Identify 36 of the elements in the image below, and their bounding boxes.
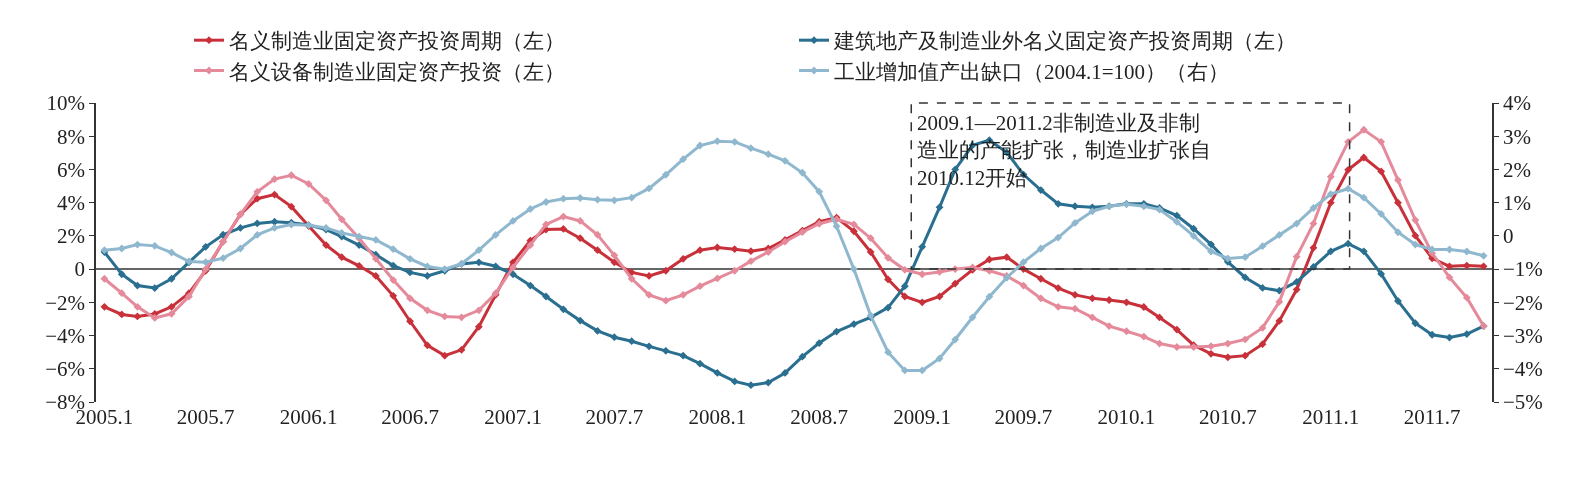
y-tick-label: 0 xyxy=(74,257,86,282)
y-tick-label: −4% xyxy=(45,323,86,348)
y-tick-label: −2% xyxy=(45,290,86,315)
y2-tick-label: −4% xyxy=(1502,357,1543,382)
y2-tick-label: −3% xyxy=(1502,323,1543,348)
x-tick-label: 2006.7 xyxy=(381,405,439,429)
y-tick-label: 2% xyxy=(57,224,86,249)
y2-tick-label: 1% xyxy=(1502,191,1531,216)
y-tick-label: −6% xyxy=(45,357,86,382)
x-tick-label: 2008.1 xyxy=(688,405,747,429)
y2-tick-label: −2% xyxy=(1502,290,1543,315)
y-tick-label: 6% xyxy=(57,157,86,182)
y2-tick-label: −1% xyxy=(1502,257,1543,282)
x-tick-label: 2011.1 xyxy=(1302,405,1360,429)
x-tick-label: 2006.1 xyxy=(279,405,338,429)
x-tick-label: 2009.7 xyxy=(994,405,1053,429)
legend-label: 名义设备制造业固定资产投资（左） xyxy=(229,59,565,84)
y2-tick-label: 4% xyxy=(1502,91,1531,116)
x-tick-label: 2007.7 xyxy=(585,405,644,429)
legend-label: 名义制造业固定资产投资周期（左） xyxy=(229,29,565,54)
y2-tick-label: 0 xyxy=(1502,224,1514,249)
x-tick-label: 2011.7 xyxy=(1403,405,1461,429)
y-tick-label: 10% xyxy=(46,91,86,116)
legend-label: 建筑地产及制造业外名义固定资产投资周期（左） xyxy=(833,29,1296,54)
x-tick-label: 2008.7 xyxy=(790,405,849,429)
y-tick-label: 8% xyxy=(57,124,86,149)
y2-tick-label: −5% xyxy=(1502,390,1543,415)
x-tick-label: 2005.7 xyxy=(176,405,235,429)
legend-label: 工业增加值产出缺口（2004.1=100）（右） xyxy=(834,59,1230,84)
y-tick-label: 4% xyxy=(57,191,86,216)
x-tick-label: 2010.1 xyxy=(1097,405,1156,429)
x-tick-label: 2007.1 xyxy=(484,405,542,429)
y2-tick-label: 2% xyxy=(1502,157,1531,182)
x-tick-label: 2009.1 xyxy=(893,405,952,429)
y2-tick-label: 3% xyxy=(1502,124,1531,149)
x-tick-label: 2010.7 xyxy=(1198,405,1257,429)
